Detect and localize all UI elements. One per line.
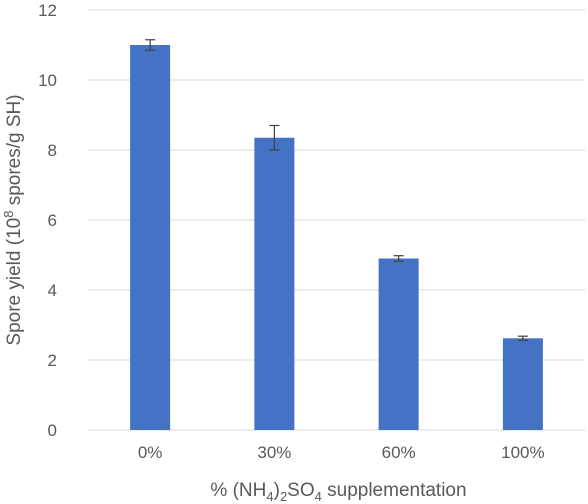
y-tick-label-6: 6 [48, 211, 57, 230]
x-tick-label-3: 100% [501, 443, 544, 462]
y-tick-label-2: 2 [48, 351, 57, 370]
bar-2 [378, 258, 419, 430]
bar-3 [502, 338, 543, 430]
error-bar-2 [393, 255, 404, 262]
y-tick-label-0: 0 [48, 421, 57, 440]
x-tick-label-1: 30% [257, 443, 291, 462]
x-axis-title: % (NH4)2SO4 supplementation [210, 480, 466, 504]
x-tick-labels: 0% 30% 60% 100% [138, 443, 545, 462]
y-tick-label-8: 8 [48, 141, 57, 160]
y-tick-label-4: 4 [48, 281, 57, 300]
gridlines [88, 9, 585, 431]
y-tick-label-10: 10 [38, 71, 57, 90]
y-tick-label-12: 12 [38, 1, 57, 20]
y-axis-title: Spore yield (108 spores/g SH) [1, 94, 25, 345]
bars [130, 45, 543, 430]
x-tick-label-0: 0% [138, 443, 163, 462]
bar-0 [130, 45, 171, 430]
error-bar-1 [269, 124, 280, 151]
error-bar-0 [145, 39, 156, 51]
bar-1 [254, 137, 295, 430]
error-bar-3 [517, 335, 528, 341]
y-tick-labels: 0 2 4 6 8 10 12 [38, 1, 57, 440]
x-tick-label-2: 60% [382, 443, 416, 462]
error-bars [145, 39, 528, 341]
